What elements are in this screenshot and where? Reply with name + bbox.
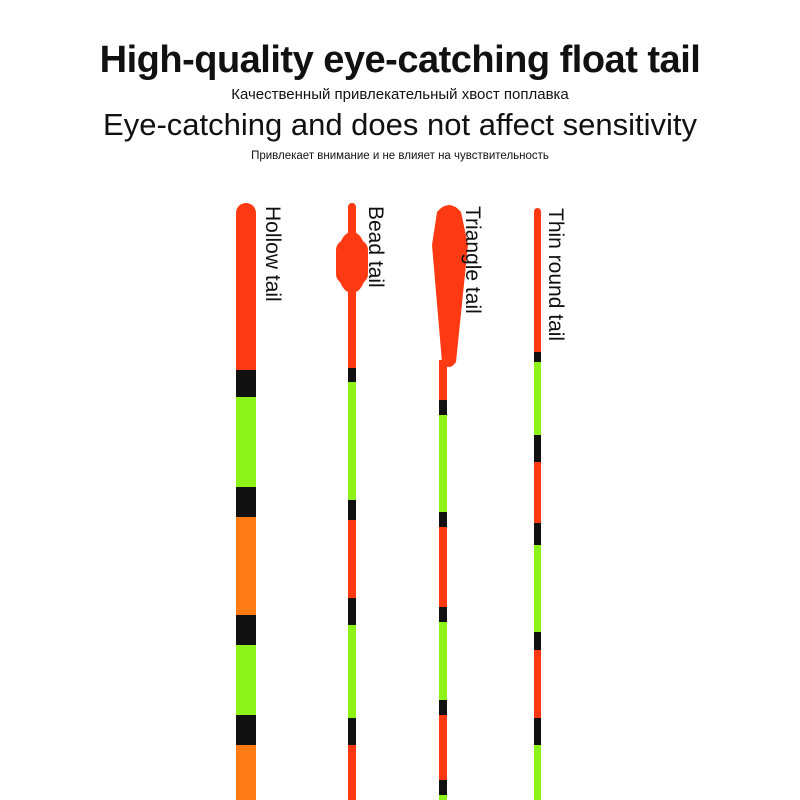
float-label: Thin round tail (544, 208, 567, 341)
tail-segment (439, 607, 447, 622)
triangle (432, 205, 468, 367)
tail-segment (439, 360, 447, 400)
float-label: Bead tail (364, 206, 387, 288)
tagline: Eye-catching and does not affect sensiti… (103, 107, 697, 142)
tail-segment (534, 523, 541, 545)
tail-segment (236, 397, 256, 487)
tail-segment (236, 215, 256, 370)
tail-segment (236, 715, 256, 745)
tagline-sub: Привлекает внимание и не влияет на чувст… (251, 150, 549, 162)
tail-segment (236, 487, 256, 517)
tail-segment (534, 435, 541, 462)
tail-segment (534, 545, 541, 632)
tail-segment (534, 215, 541, 352)
tail-segment (534, 362, 541, 435)
tail-segment (534, 632, 541, 650)
tail-segment (236, 370, 256, 397)
tail-segment (439, 780, 447, 795)
tail-segment (534, 718, 541, 745)
tail-segment (439, 400, 447, 415)
tail-segment (439, 715, 447, 780)
title: High-quality eye-catching float tail (100, 39, 701, 81)
tail-segment (439, 795, 447, 800)
tail-segment (534, 352, 541, 362)
tail-segment (439, 512, 447, 527)
tail-segment (348, 598, 356, 625)
tail-segment (348, 500, 356, 520)
tail-segment (439, 622, 447, 700)
float-label: Triangle tail (461, 206, 484, 314)
tail-segment (348, 520, 356, 598)
tail-segment (439, 527, 447, 607)
tail-segment (534, 462, 541, 523)
tail-segment (348, 745, 356, 800)
tail-segment (348, 382, 356, 500)
tail-segment (236, 745, 256, 800)
bead-body (336, 240, 368, 284)
tail-segment (348, 368, 356, 382)
tail-segment (439, 415, 447, 512)
tail-segment (534, 745, 541, 800)
float-label: Hollow tail (261, 206, 284, 302)
tail-segment (236, 615, 256, 645)
tail-segment (236, 645, 256, 715)
tail-segment (348, 625, 356, 718)
tail-segment (439, 700, 447, 715)
tail-segment (236, 517, 256, 615)
subtitle: Качественный привлекательный хвост попла… (231, 86, 569, 103)
tail-segment (348, 718, 356, 745)
floats (236, 203, 541, 800)
tail-segment (534, 650, 541, 718)
